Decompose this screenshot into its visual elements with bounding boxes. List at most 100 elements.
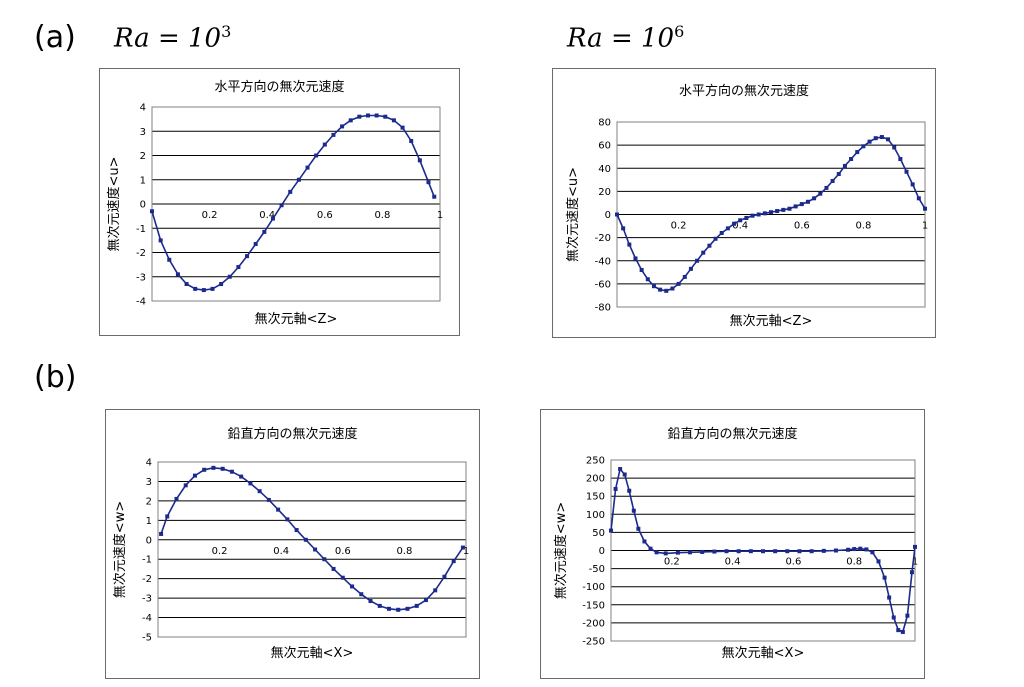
- x-tick-label: 1: [922, 221, 928, 232]
- ra-left-exp: 3: [221, 22, 232, 41]
- data-point: [633, 256, 638, 261]
- data-point: [762, 211, 767, 216]
- data-point: [913, 544, 917, 549]
- y-tick-label: 0: [140, 200, 146, 211]
- y-tick-label: -100: [582, 582, 605, 593]
- data-point: [886, 137, 891, 142]
- data-point: [167, 257, 172, 262]
- data-point: [923, 206, 927, 211]
- data-point: [639, 268, 644, 272]
- series-line: [151, 114, 435, 291]
- data-point: [158, 238, 163, 243]
- y-tick-label: -50: [589, 564, 605, 575]
- chart-title: 鉛直方向の無次元速度: [667, 426, 797, 442]
- data-point: [621, 226, 626, 231]
- data-point: [713, 236, 718, 241]
- data-point: [279, 203, 284, 208]
- y-tick-label: 0: [146, 535, 152, 546]
- x-tick-label: 1: [912, 557, 918, 568]
- data-point: [852, 547, 857, 552]
- data-point: [724, 549, 729, 554]
- data-point: [322, 142, 327, 147]
- data-point: [253, 242, 258, 247]
- data-point: [627, 488, 632, 493]
- chart-a1: 4 3 2 1 0 -1 -2 -3 -4 0.2 0.4 0.6 0.8 1 水平方向の無次元速度無次元軸…: [106, 79, 443, 327]
- data-point: [896, 628, 901, 633]
- data-point: [898, 157, 903, 161]
- data-point: [836, 172, 841, 177]
- data-point: [805, 199, 810, 204]
- y-axis-label: 無次元速度<u>: [106, 156, 122, 251]
- y-tick-label: -3: [142, 594, 152, 605]
- data-point: [905, 613, 910, 618]
- chart-b2: 250 200 150 100 50 0 -50 -100 -150 -200 -250 0.2 0.4…: [553, 426, 918, 661]
- data-point: [305, 165, 310, 170]
- data-point: [627, 242, 632, 247]
- figure-label-a: (a): [34, 20, 76, 55]
- data-point: [658, 287, 663, 292]
- data-point: [433, 588, 438, 593]
- data-point: [887, 595, 892, 600]
- data-point: [391, 118, 396, 123]
- x-tick-label: 0.2: [664, 557, 680, 568]
- data-point: [648, 546, 653, 551]
- data-point: [873, 136, 878, 141]
- chart-b1: 4 3 2 1 0 -1 -2 -3 -4 -5 0.2 0.4 0.6 0.8 1 鉛直方向の無次元速度無次…: [112, 426, 469, 661]
- y-tick-label: -80: [595, 303, 611, 314]
- plot-frame: [157, 461, 467, 638]
- data-point: [150, 209, 154, 214]
- data-point: [239, 474, 244, 479]
- data-point: [833, 548, 838, 553]
- data-point: [219, 282, 224, 287]
- data-point: [387, 606, 391, 611]
- x-tick-label: 0.6: [794, 221, 810, 232]
- y-tick-label: 0: [605, 210, 611, 221]
- data-point: [781, 207, 786, 212]
- data-point: [830, 178, 835, 183]
- data-point: [618, 467, 623, 472]
- data-point: [615, 212, 619, 217]
- data-point: [818, 191, 823, 196]
- data-point: [432, 194, 437, 199]
- data-point: [294, 528, 299, 533]
- x-tick-label: 0.4: [725, 557, 741, 568]
- data-point: [211, 465, 216, 470]
- y-tick-label: -150: [582, 600, 605, 611]
- data-point: [631, 508, 636, 513]
- y-tick-label: 4: [140, 103, 146, 114]
- x-axis-label: 無次元軸<Z>: [730, 313, 813, 329]
- data-point: [210, 286, 215, 291]
- data-point: [785, 549, 790, 554]
- data-point: [159, 531, 164, 536]
- data-point: [350, 584, 355, 589]
- chart-title: 水平方向の無次元速度: [679, 83, 809, 99]
- data-point: [750, 213, 755, 218]
- data-point: [192, 473, 197, 478]
- data-point: [842, 163, 847, 168]
- data-point: [910, 182, 915, 187]
- y-tick-label: -1: [142, 555, 152, 566]
- x-tick-label: 0.6: [785, 557, 801, 568]
- ra-right: Ra = 106: [567, 22, 684, 54]
- x-tick-label: 0.4: [732, 221, 748, 232]
- chart-a1-panel: 4 3 2 1 0 -1 -2 -3 -4 0.2 0.4 0.6 0.8 1 水平方向の無次元速度 無次元軸…: [99, 68, 460, 336]
- x-tick-label: 0.8: [855, 221, 871, 232]
- data-point: [165, 514, 170, 519]
- y-tick-label: 1: [146, 516, 152, 527]
- ra-left-text: Ra = 10: [114, 23, 222, 54]
- y-tick-label: -60: [595, 279, 611, 290]
- data-point: [174, 496, 179, 501]
- x-axis-label: 無次元軸<X>: [271, 645, 354, 661]
- figure-label-b: (b): [34, 360, 77, 395]
- data-point: [609, 528, 613, 533]
- data-point: [682, 274, 687, 279]
- x-tick-label: 1: [463, 546, 469, 557]
- data-point: [700, 549, 705, 554]
- data-point: [748, 549, 753, 554]
- data-point: [357, 114, 362, 119]
- y-tick-label: 1: [140, 175, 146, 186]
- data-point: [824, 185, 829, 190]
- chart-title: 鉛直方向の無次元速度: [227, 426, 357, 442]
- y-tick-label: 3: [140, 127, 146, 138]
- y-tick-label: 150: [586, 492, 605, 503]
